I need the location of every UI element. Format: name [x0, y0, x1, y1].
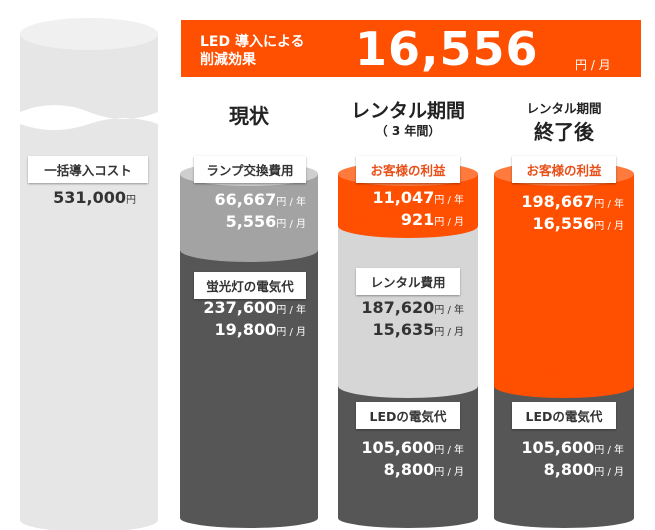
- rental-led-electric-label: LEDの電気代: [356, 402, 460, 429]
- after-benefit-year: 198,667円 / 年: [500, 192, 624, 211]
- fluorescent-electric-year: 237,600円 / 年: [186, 298, 306, 317]
- unit-year: 円 / 年: [276, 305, 306, 316]
- initial-cost-cylinder: [20, 18, 158, 530]
- banner-savings-value: 16,556: [355, 22, 539, 76]
- after-heading-line1: レンタル期間: [526, 101, 602, 116]
- rental-benefit-label: お客様の利益: [356, 156, 460, 183]
- initial-cost-amount: 531,000: [53, 188, 126, 207]
- banner-label-line2: 削減効果: [200, 52, 256, 68]
- rental-led-electric-month: 8,800円 / 月: [344, 460, 464, 479]
- rental-led-electric-year-value: 105,600: [361, 438, 435, 457]
- rental-benefit-month-value: 921: [400, 210, 435, 229]
- rental-fee-label: レンタル費用: [356, 268, 460, 295]
- after-led-electric-year: 105,600円 / 年: [500, 438, 624, 457]
- unit-month: 円 / 月: [276, 327, 306, 338]
- fluorescent-electric-month: 19,800円 / 月: [186, 320, 306, 339]
- unit-year: 円 / 年: [594, 445, 624, 456]
- unit-month: 円 / 月: [594, 221, 624, 232]
- after-benefit-year-value: 198,667: [521, 192, 595, 211]
- rental-fee-month-value: 15,635: [372, 320, 435, 339]
- unit-year: 円 / 年: [434, 305, 464, 316]
- lamp-cost-label: ランプ交換費用: [194, 156, 306, 183]
- unit-month: 円 / 月: [276, 219, 306, 230]
- rental-led-electric-month-value: 8,800: [383, 460, 435, 479]
- after-led-electric-month: 8,800円 / 月: [500, 460, 624, 479]
- lamp-cost-year: 66,667円 / 年: [186, 190, 306, 209]
- unit-month: 円 / 月: [434, 327, 464, 338]
- unit-year: 円 / 年: [276, 197, 306, 208]
- unit-year: 円 / 年: [434, 445, 464, 456]
- unit-month: 円 / 月: [434, 217, 464, 228]
- after-benefit-label: お客様の利益: [512, 156, 616, 183]
- current-heading: 現状: [229, 104, 269, 128]
- after-led-electric-label: LEDの電気代: [512, 402, 616, 429]
- rental-benefit-year: 11,047円 / 年: [344, 188, 464, 207]
- initial-cost-unit: 円: [126, 195, 136, 206]
- lamp-cost-year-value: 66,667: [214, 190, 277, 209]
- banner-unit: 円 / 月: [575, 58, 611, 72]
- unit-month: 円 / 月: [434, 467, 464, 478]
- banner-label: LED 導入による 削減効果: [200, 33, 305, 69]
- unit-year: 円 / 年: [434, 195, 464, 206]
- rental-heading: レンタル期間: [350, 100, 465, 122]
- savings-banner-bg: [181, 20, 641, 77]
- rental-benefit-month: 921円 / 月: [344, 210, 464, 229]
- unit-month: 円 / 月: [594, 467, 624, 478]
- fluorescent-electric-year-value: 237,600: [203, 298, 277, 317]
- lamp-cost-month-value: 5,556: [225, 212, 277, 231]
- rental-fee-year: 187,620円 / 年: [344, 298, 464, 317]
- after-led-electric-month-value: 8,800: [543, 460, 595, 479]
- after-led-electric-year-value: 105,600: [521, 438, 595, 457]
- lamp-cost-month: 5,556円 / 月: [186, 212, 306, 231]
- rental-benefit-year-value: 11,047: [372, 188, 435, 207]
- rental-led-electric-year: 105,600円 / 年: [344, 438, 464, 457]
- fluorescent-electric-month-value: 19,800: [214, 320, 277, 339]
- after-benefit-month-value: 16,556: [532, 214, 595, 233]
- unit-year: 円 / 年: [594, 199, 624, 210]
- rental-subheading: （ 3 年間）: [375, 124, 441, 138]
- initial-cost-value: 531,000円: [36, 188, 136, 207]
- rental-fee-month: 15,635円 / 月: [344, 320, 464, 339]
- after-heading-line2: 終了後: [534, 120, 594, 144]
- initial-cost-label: 一括導入コスト: [28, 156, 148, 183]
- fluorescent-electric-label: 蛍光灯の電気代: [194, 272, 306, 299]
- banner-label-line1: LED 導入による: [200, 34, 305, 50]
- rental-fee-year-value: 187,620: [361, 298, 435, 317]
- after-benefit-month: 16,556円 / 月: [500, 214, 624, 233]
